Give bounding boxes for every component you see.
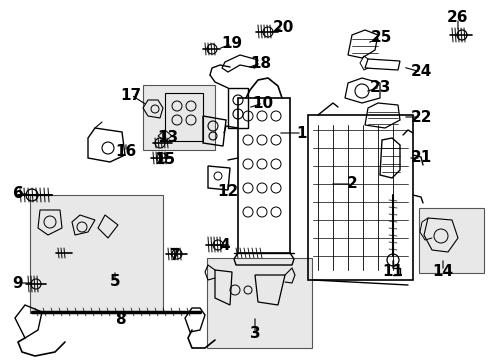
Text: 3: 3 bbox=[249, 327, 260, 342]
Bar bbox=[307, 115, 412, 280]
Bar bbox=[142, 85, 215, 150]
Text: 14: 14 bbox=[431, 264, 453, 279]
Text: 9: 9 bbox=[13, 275, 23, 291]
Bar bbox=[238, 98, 289, 253]
Bar bbox=[164, 93, 203, 141]
Bar bbox=[30, 195, 163, 313]
Text: 26: 26 bbox=[447, 10, 468, 26]
Bar bbox=[206, 258, 311, 348]
Text: 11: 11 bbox=[382, 264, 403, 279]
Text: 5: 5 bbox=[109, 274, 120, 289]
Text: 6: 6 bbox=[13, 186, 23, 202]
Text: 1: 1 bbox=[296, 126, 306, 140]
Text: 10: 10 bbox=[252, 95, 273, 111]
Text: 2: 2 bbox=[346, 176, 357, 192]
Text: 22: 22 bbox=[409, 109, 431, 125]
Text: 24: 24 bbox=[409, 64, 431, 80]
Text: 12: 12 bbox=[217, 184, 238, 199]
Text: 20: 20 bbox=[272, 21, 293, 36]
Text: 8: 8 bbox=[115, 312, 125, 328]
Text: 25: 25 bbox=[369, 31, 391, 45]
Text: 16: 16 bbox=[115, 144, 136, 159]
Bar bbox=[418, 208, 483, 273]
Text: 15: 15 bbox=[154, 153, 175, 167]
Text: 19: 19 bbox=[221, 36, 242, 51]
Text: 17: 17 bbox=[120, 87, 141, 103]
Text: 18: 18 bbox=[250, 55, 271, 71]
Text: 4: 4 bbox=[219, 238, 230, 252]
Text: 13: 13 bbox=[157, 130, 178, 144]
Text: 21: 21 bbox=[409, 150, 431, 166]
Text: 7: 7 bbox=[169, 248, 180, 262]
Text: 23: 23 bbox=[368, 80, 390, 94]
